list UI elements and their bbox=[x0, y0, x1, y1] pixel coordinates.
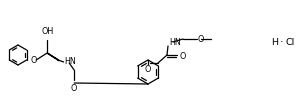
Text: H: H bbox=[271, 37, 278, 46]
Polygon shape bbox=[47, 53, 59, 61]
Text: ·: · bbox=[280, 37, 283, 47]
Text: HN: HN bbox=[169, 37, 181, 46]
Text: HN: HN bbox=[64, 57, 76, 67]
Text: OH: OH bbox=[41, 28, 53, 36]
Text: O: O bbox=[180, 52, 186, 60]
Text: O: O bbox=[71, 84, 77, 93]
Text: O: O bbox=[145, 65, 151, 74]
Text: O: O bbox=[31, 56, 37, 64]
Text: Cl: Cl bbox=[286, 37, 295, 46]
Text: O: O bbox=[198, 35, 204, 43]
